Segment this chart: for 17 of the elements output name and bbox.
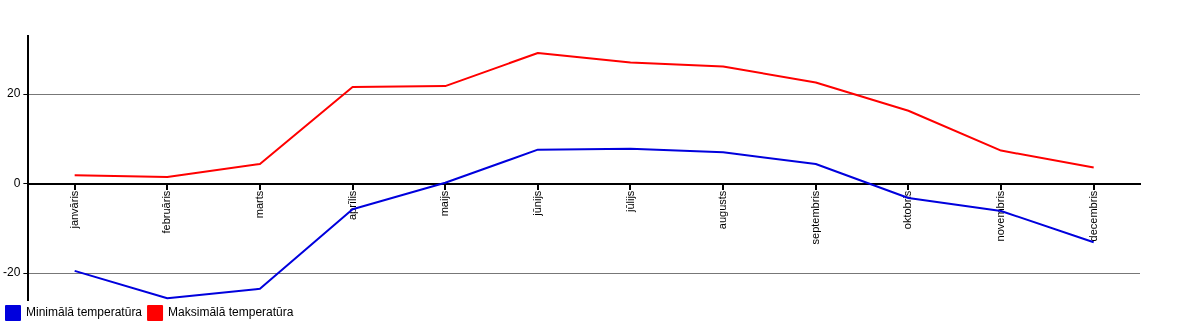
x-tick-label: maijs (438, 190, 451, 217)
legend-label: Maksimālā temperatūra (168, 305, 294, 320)
x-tick-label: novembris (994, 190, 1007, 242)
legend-label: Minimālā temperatūra (26, 305, 143, 320)
x-tick-label: oktobris (901, 190, 914, 230)
x-tick-label: jūnijs (530, 190, 543, 217)
x-tick-label: septembris (808, 190, 821, 245)
x-tick-label: marts (252, 190, 265, 219)
x-tick-label: jūlijs (623, 190, 636, 214)
y-tick-label: -20 (3, 265, 21, 280)
x-tick-label: aprīlis (345, 190, 358, 220)
y-tick-label: 20 (6, 86, 21, 101)
x-tick-label: augusts (716, 190, 729, 230)
x-tick-label: decembris (1086, 190, 1099, 242)
x-tick-label: februāris (160, 190, 173, 234)
x-tick-label: janvāris (67, 190, 80, 230)
y-tick-label: 0 (13, 175, 21, 190)
